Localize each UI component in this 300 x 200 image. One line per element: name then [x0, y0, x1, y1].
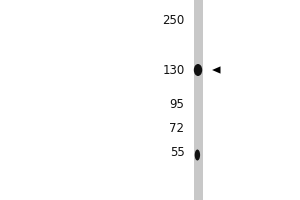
Polygon shape [212, 66, 220, 74]
Text: 250: 250 [162, 14, 184, 26]
Bar [194, 0, 202, 200]
Text: 55: 55 [170, 146, 184, 158]
Ellipse shape [195, 150, 200, 160]
Text: 72: 72 [169, 121, 184, 134]
Ellipse shape [194, 64, 202, 76]
Text: 130: 130 [162, 64, 184, 76]
Text: 95: 95 [169, 98, 184, 110]
